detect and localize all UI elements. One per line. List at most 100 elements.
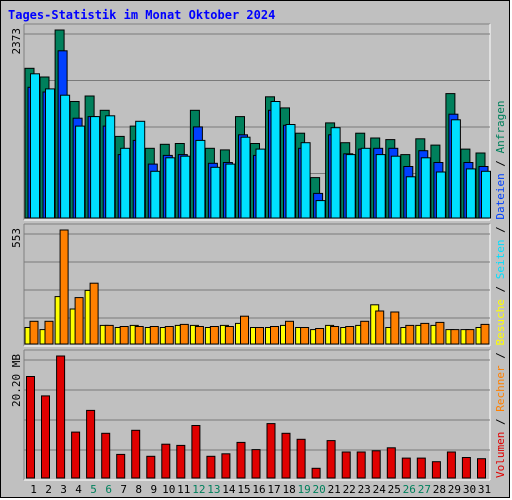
bar-seiten (180, 155, 191, 219)
bar-volumen (206, 455, 216, 479)
bar-volumen (461, 457, 471, 479)
legend-separator: / (494, 279, 507, 299)
bar-rechner (390, 311, 400, 345)
visits-panel-ymax-label: 553 (10, 228, 23, 248)
bar-volumen (477, 458, 486, 479)
day-label: 23 (358, 483, 371, 496)
bar-volumen (446, 451, 456, 479)
day-label: 8 (135, 483, 142, 496)
bar-seiten (300, 142, 311, 219)
bar-seiten (450, 119, 461, 219)
legend-item-rechner: Rechner (494, 365, 507, 412)
bar-rechner (89, 282, 99, 345)
bar-seiten (90, 116, 101, 219)
bar-volumen (266, 423, 276, 479)
day-label: 7 (120, 483, 127, 496)
bar-rechner (330, 326, 340, 345)
day-label: 1 (30, 483, 37, 496)
legend-separator: / (494, 220, 507, 240)
bar-volumen (101, 432, 111, 479)
day-label: 22 (343, 483, 356, 496)
bar-rechner (255, 327, 264, 345)
bar-seiten (240, 136, 251, 219)
bar-volumen (41, 395, 50, 479)
day-label: 21 (328, 483, 341, 496)
bar-rechner (44, 320, 54, 345)
bar-seiten (390, 155, 401, 219)
day-label: 26 (403, 483, 416, 496)
bar-seiten (285, 124, 296, 219)
bar-rechner (405, 324, 415, 345)
day-label: 30 (463, 483, 476, 496)
bar-seiten (420, 157, 431, 219)
day-label: 16 (252, 483, 265, 496)
legend: Volumen / Rechner / Besuche / Seiten / D… (494, 100, 507, 478)
bar-volumen (26, 376, 35, 479)
bar-seiten (270, 101, 281, 219)
bar-seiten (481, 170, 491, 219)
day-label: 2 (45, 483, 52, 496)
day-label: 19 (297, 483, 310, 496)
legend-item-volumen: Volumen (494, 432, 507, 478)
bar-volumen (146, 455, 156, 479)
bar-volumen (131, 429, 141, 479)
bar-rechner (134, 326, 144, 345)
bar-rechner (119, 326, 129, 345)
bar-volumen (281, 432, 291, 479)
bar-seiten (360, 147, 371, 219)
bar-rechner (59, 229, 69, 345)
bar-volumen (401, 457, 411, 479)
legend-item-anfragen: Anfragen (494, 100, 507, 153)
day-label: 31 (478, 483, 491, 496)
bar-rechner (420, 322, 430, 345)
bar-rechner (270, 326, 279, 345)
bar-rechner (149, 326, 159, 345)
bar-rechner (224, 326, 234, 345)
day-label: 29 (448, 483, 461, 496)
bar-volumen (416, 457, 426, 479)
bar-seiten (225, 163, 236, 219)
bar-rechner (194, 326, 204, 345)
hits-panel: 2373 (10, 23, 491, 221)
bar-seiten (255, 148, 266, 219)
day-label: 10 (162, 483, 175, 496)
bar-seiten (465, 168, 476, 219)
bar-rechner (450, 329, 460, 345)
chart-title: Tages-Statistik im Monat Oktober 2024 (8, 8, 275, 22)
bar-volumen (176, 444, 186, 479)
visits-panel: 553 (10, 223, 491, 347)
bar-volumen (56, 355, 66, 479)
day-label: 6 (105, 483, 112, 496)
hits-panel-ymax-label: 2373 (10, 28, 23, 55)
bar-seiten (315, 200, 326, 219)
day-label: 14 (222, 483, 236, 496)
bar-volumen (296, 438, 306, 479)
bar-rechner (465, 329, 475, 345)
bar-seiten (120, 147, 131, 219)
bar-volumen (341, 451, 351, 479)
bar-seiten (435, 171, 446, 219)
day-label: 12 (192, 483, 205, 496)
bar-volumen (431, 461, 441, 479)
day-label: 13 (207, 483, 220, 496)
bar-seiten (195, 139, 206, 219)
bar-seiten (105, 115, 116, 219)
bar-seiten (375, 154, 386, 219)
bar-seiten (345, 154, 356, 219)
bar-rechner (179, 323, 189, 345)
chart-panels: 2373 553 20.20 MB (10, 23, 491, 481)
day-label: 25 (388, 483, 401, 496)
bar-volumen (311, 467, 321, 479)
bar-seiten (405, 176, 416, 219)
day-label: 17 (267, 483, 280, 496)
bar-seiten (135, 120, 146, 219)
volume-panel: 20.20 MB (10, 349, 491, 481)
bar-volumen (236, 441, 246, 479)
bar-volumen (86, 409, 96, 479)
bar-seiten (330, 127, 341, 219)
bar-rechner (240, 315, 249, 345)
day-label: 11 (177, 483, 190, 496)
legend-separator: / (494, 412, 507, 432)
bar-volumen (251, 449, 261, 479)
